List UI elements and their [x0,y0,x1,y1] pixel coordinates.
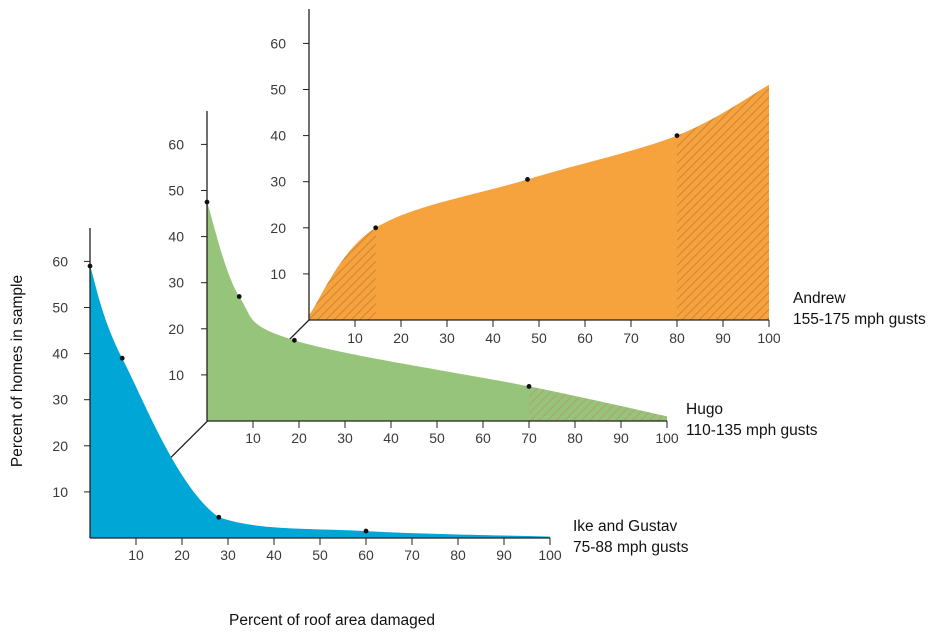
y-tick-label: 20 [52,438,68,454]
series-name-label: Hugo [686,401,723,418]
data-point [373,225,379,231]
y-tick-label: 20 [168,321,184,337]
x-tick-label: 100 [757,330,781,346]
y-tick-label: 50 [168,183,184,199]
series-subtitle-label: 155-175 mph gusts [793,311,926,328]
andrew-panel: 10 20 30 40 50 60 70 80 90 100 10 20 30 40 50 60 Andrew 1… [270,9,926,346]
series-area [309,84,769,320]
x-tick-label: 30 [439,330,455,346]
x-axis-title: Percent of roof area damaged [229,612,435,629]
y-tick-label: 40 [168,229,184,245]
data-point [674,133,680,139]
x-tick-label: 100 [655,430,679,446]
x-tick-label: 70 [623,330,639,346]
x-tick-label: 60 [358,547,374,563]
x-tick-label: 90 [613,430,629,446]
x-tick-label: 50 [531,330,547,346]
x-tick-label: 20 [291,430,307,446]
x-tick-label: 40 [383,430,399,446]
y-tick-label: 60 [52,253,68,269]
series-area [90,266,550,538]
x-tick-label: 80 [669,330,685,346]
data-point [363,528,369,534]
y-tick-label: 30 [270,174,286,190]
x-tick-label: 60 [475,430,491,446]
y-tick-label: 50 [270,82,286,98]
hatched-region [677,84,769,320]
data-point [236,294,242,299]
y-axis-title: Percent of homes in sample [9,275,26,467]
y-tick-label: 10 [270,266,286,282]
y-tick-label: 60 [270,35,286,51]
y-tick-label: 10 [168,367,184,383]
x-tick-label: 50 [312,547,328,563]
y-tick-label: 30 [52,392,68,408]
x-tick-label: 70 [521,430,537,446]
y-tick-label: 40 [270,128,286,144]
x-tick-label: 80 [567,430,583,446]
series-subtitle-label: 110-135 mph gusts [686,422,818,439]
x-tick-label: 40 [266,547,282,563]
x-tick-label: 50 [429,430,445,446]
y-tick-label: 20 [270,220,286,236]
x-tick-label: 20 [393,330,409,346]
y-tick-label: 40 [52,346,68,362]
x-tick-label: 40 [485,330,501,346]
data-point [119,355,125,361]
data-point [526,384,532,389]
ike-gustav-panel: 10 20 30 40 50 60 70 80 90 100 10 20 30 40 50 60 Ike and… [52,228,689,563]
x-tick-label: 70 [404,547,420,563]
data-point [204,199,210,205]
data-point [292,337,297,343]
series-name-label: Ike and Gustav [573,518,678,535]
series-name-label: Andrew [793,290,846,307]
data-point [87,263,93,269]
x-tick-label: 80 [450,547,466,563]
series-area [207,202,667,421]
x-tick-label: 90 [496,547,512,563]
y-tick-label: 50 [52,300,68,316]
series-subtitle-label: 75-88 mph gusts [573,539,689,556]
data-point [216,514,222,520]
y-tick-label: 10 [52,484,68,500]
data-point [525,176,530,182]
x-tick-label: 10 [245,430,261,446]
hatched-region [309,84,376,320]
x-tick-label: 90 [715,330,731,346]
x-tick-label: 30 [220,547,236,563]
x-tick-label: 60 [577,330,593,346]
y-tick-label: 60 [168,136,184,152]
x-tick-label: 10 [128,547,144,563]
x-tick-label: 20 [174,547,190,563]
y-tick-label: 30 [168,275,184,291]
x-tick-label: 100 [538,547,562,563]
x-tick-label: 10 [347,330,363,346]
x-tick-label: 30 [337,430,353,446]
